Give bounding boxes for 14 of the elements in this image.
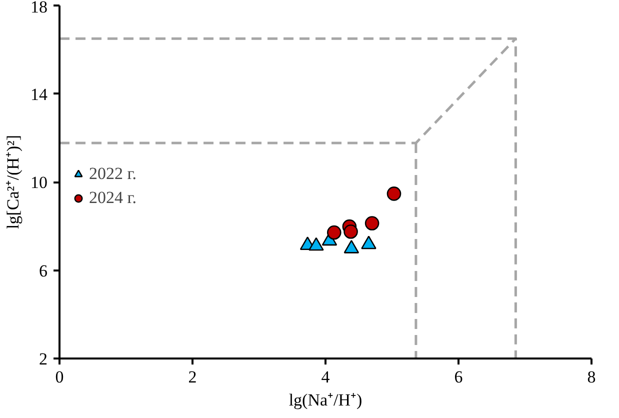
legend-label: 2022 г. xyxy=(89,164,137,184)
y-tick-label: 10 xyxy=(30,173,48,192)
legend-label: 2024 г. xyxy=(89,188,137,208)
x-tick-label: 6 xyxy=(454,368,463,386)
y-tick-label: 18 xyxy=(30,0,48,16)
y-tick-label: 14 xyxy=(30,84,48,104)
x-axis-title: lg(Na⁺/H⁺) xyxy=(288,390,362,410)
x-tick-label: 8 xyxy=(587,368,596,386)
x-tick-label: 2 xyxy=(188,368,197,386)
y-axis-title: lg[Ca²⁺/(H⁺)²] xyxy=(4,135,22,229)
y-tick-label: 2 xyxy=(39,350,48,368)
x-tick-label: 4 xyxy=(321,368,330,386)
y-tick-label: 6 xyxy=(39,261,48,280)
x-tick-label: 0 xyxy=(55,368,64,386)
